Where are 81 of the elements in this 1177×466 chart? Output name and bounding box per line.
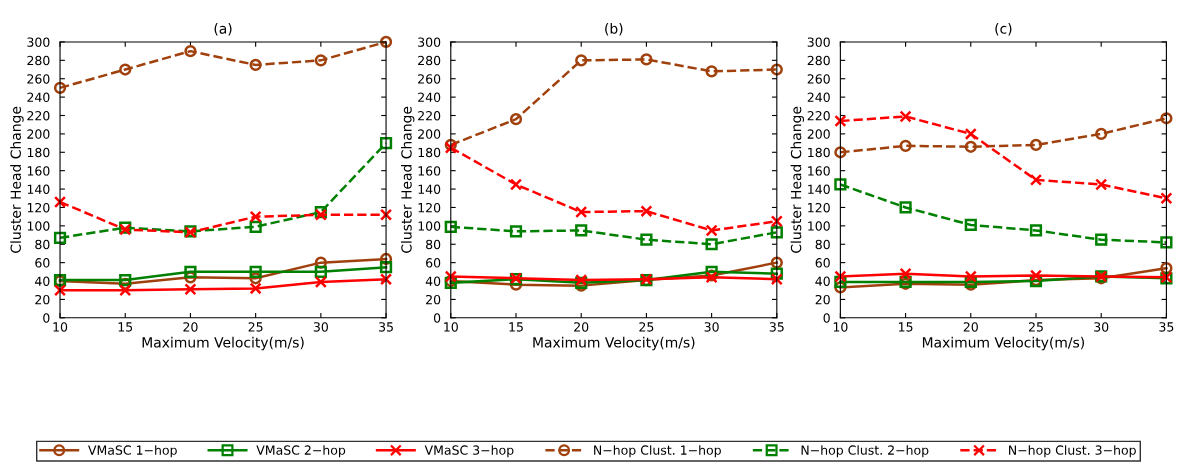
y-tick-label: 40	[425, 276, 441, 286]
y-tick-label: 40	[35, 276, 50, 286]
x-tick-label: 35	[769, 322, 784, 332]
legend-label: VMaSC 1−hop	[88, 445, 177, 458]
y-axis-title: Cluster Head Change	[790, 106, 805, 253]
y-tick-label: 120	[27, 202, 50, 213]
y-tick-label: 240	[418, 92, 441, 103]
y-tick-label: 280	[27, 55, 50, 66]
y-tick-label: 60	[35, 258, 50, 268]
y-tick-label: 60	[815, 258, 830, 268]
y-tick-label: 40	[815, 276, 830, 286]
legend-label: N−hop Clust. 1−hop	[594, 445, 721, 458]
y-tick-label: 180	[418, 147, 441, 158]
x-axis-title: Maximum Velocity(m/s)	[533, 336, 695, 351]
x-tick-label: 15	[509, 322, 523, 332]
y-tick-label: 80	[815, 239, 830, 250]
y-tick-label: 220	[418, 110, 441, 121]
x-tick-label: 25	[639, 322, 654, 332]
y-tick-label: 300	[418, 37, 441, 47]
y-tick-label: 240	[807, 92, 830, 103]
y-tick-label: 160	[27, 166, 50, 176]
x-tick-label: 25	[1028, 322, 1043, 332]
y-tick-label: 20	[426, 294, 441, 305]
y-tick-label: 180	[27, 147, 50, 158]
y-tick-label: 300	[27, 37, 50, 47]
x-tick-label: 10	[444, 322, 458, 332]
y-tick-label: 20	[815, 294, 830, 305]
y-tick-label: 80	[35, 239, 50, 250]
legend-label: VMaSC 3−hop	[424, 445, 514, 458]
x-tick-label: 30	[1094, 322, 1109, 332]
x-tick-label: 15	[118, 322, 133, 332]
y-tick-label: 140	[808, 184, 830, 194]
chart-title: (c)	[995, 23, 1012, 36]
y-axis-title: Cluster Head Change	[400, 106, 415, 253]
y-tick-label: 0	[43, 313, 50, 323]
y-tick-label: 220	[27, 110, 50, 121]
y-tick-label: 160	[418, 166, 441, 176]
chart-title: (b)	[605, 23, 623, 36]
x-tick-label: 20	[183, 322, 198, 332]
x-axis-title: Maximum Velocity(m/s)	[142, 336, 304, 351]
y-tick-label: 0	[433, 313, 441, 323]
x-tick-label: 10	[53, 322, 68, 332]
y-tick-label: 300	[807, 37, 830, 47]
x-axis-title: Maximum Velocity(m/s)	[922, 336, 1085, 351]
y-tick-label: 220	[807, 110, 830, 121]
y-tick-label: 180	[808, 147, 830, 158]
y-tick-label: 100	[418, 221, 441, 231]
x-tick-label: 20	[574, 322, 589, 332]
legend-label: N−hop Clust. 2−hop	[801, 445, 929, 458]
y-tick-label: 200	[418, 129, 441, 139]
y-tick-label: 240	[27, 92, 50, 103]
y-tick-label: 160	[808, 166, 830, 176]
y-tick-label: 260	[807, 74, 830, 84]
y-tick-label: 140	[418, 184, 441, 194]
chart-title: (a)	[214, 23, 232, 36]
x-tick-label: 10	[833, 322, 848, 332]
x-tick-label: 30	[313, 322, 328, 332]
y-tick-label: 200	[807, 129, 830, 139]
y-tick-label: 100	[27, 221, 50, 231]
x-tick-label: 30	[704, 322, 719, 332]
y-tick-label: 120	[418, 202, 441, 213]
legend-label: VMaSC 2−hop	[256, 445, 346, 458]
y-tick-label: 280	[418, 55, 441, 66]
y-tick-label: 200	[27, 129, 50, 139]
x-tick-label: 35	[379, 322, 393, 332]
legend-label: N−hop Clust. 3−hop	[1009, 445, 1136, 458]
y-tick-label: 60	[426, 258, 441, 268]
y-tick-label: 140	[27, 184, 50, 194]
y-axis-title: Cluster Head Change	[10, 106, 24, 253]
y-tick-label: 280	[807, 55, 830, 66]
y-tick-label: 20	[35, 294, 50, 305]
y-tick-label: 80	[426, 239, 441, 250]
x-tick-label: 35	[1159, 322, 1174, 332]
y-tick-label: 0	[823, 313, 830, 323]
y-tick-label: 260	[418, 74, 441, 84]
x-tick-label: 25	[248, 322, 263, 332]
y-tick-label: 100	[808, 221, 830, 231]
y-tick-label: 120	[808, 202, 830, 213]
x-tick-label: 20	[963, 322, 978, 332]
y-tick-label: 260	[27, 74, 50, 84]
x-tick-label: 15	[899, 322, 913, 332]
